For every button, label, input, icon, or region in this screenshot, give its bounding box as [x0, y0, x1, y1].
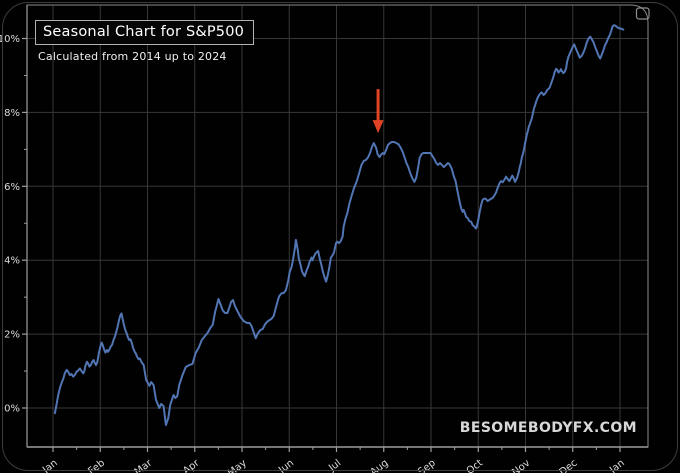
watermark-text: BESOMEBODYFX.COM	[459, 420, 637, 436]
y-tick-label: 6%	[4, 182, 20, 193]
x-tick-label: May	[226, 458, 249, 473]
y-tick-label: 8%	[4, 108, 20, 119]
x-tick-label: Sep	[416, 458, 438, 473]
y-tick-label: 10%	[0, 34, 20, 45]
x-tick-label: Dec	[558, 458, 580, 473]
plot-frame	[26, 4, 650, 448]
x-tick-label: Jan	[40, 458, 60, 473]
arrow-head	[372, 120, 384, 134]
modebar-icon[interactable]	[635, 7, 650, 20]
x-tick-label: Jun	[276, 458, 296, 473]
chart-subtitle: Calculated from 2014 up to 2024	[38, 50, 227, 63]
y-tick-label: 0%	[4, 404, 20, 415]
x-tick-label: Oct	[465, 458, 485, 473]
x-tick-label: Feb	[86, 458, 107, 473]
plot-border	[26, 4, 649, 448]
x-tick-label: Mar	[133, 457, 155, 473]
y-tick-label: 2%	[4, 330, 20, 341]
axis-labels: 0% 2% 4% 6% 8% 10% Jan Feb Mar Apr May Jun Jul Aug Sep…	[0, 34, 627, 473]
x-tick-label: Jul	[326, 458, 343, 473]
y-tick-label: 4%	[4, 256, 20, 267]
axis-ticks	[22, 37, 621, 452]
series-line	[53, 24, 625, 426]
x-tick-label: Nov	[510, 458, 532, 473]
x-tick-label: Aug	[368, 458, 390, 473]
chart-title: Seasonal Chart for S&P500	[35, 20, 255, 45]
series-layer	[53, 24, 625, 426]
x-tick-label: Apr	[181, 457, 202, 473]
x-tick-label: Jan	[607, 458, 627, 473]
annotation-layer	[372, 89, 384, 134]
